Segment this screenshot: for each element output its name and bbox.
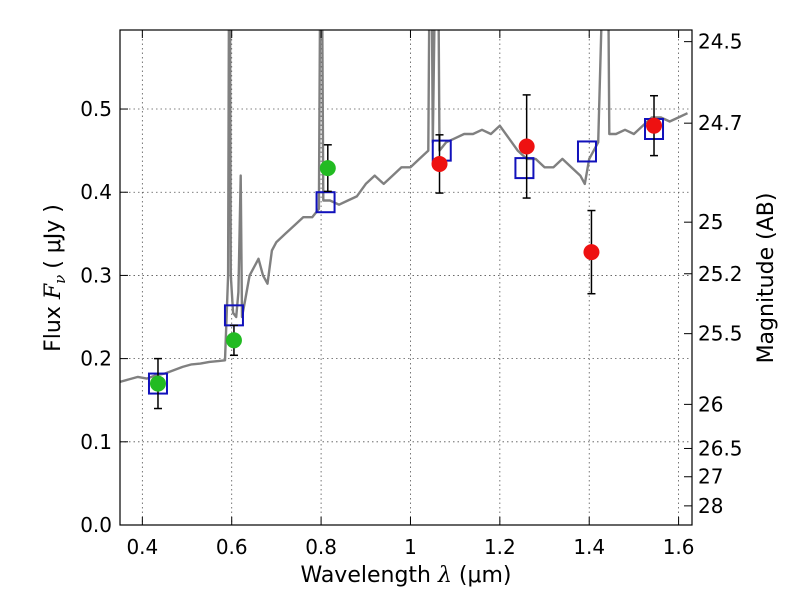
right-tick-label: 26.5 [698,436,743,460]
y-tick-label: 0.1 [80,430,112,454]
red-data-point [646,117,663,134]
y-tick-label: 0.3 [80,263,112,287]
right-tick-label: 24.5 [698,30,743,54]
y-tick-label: 0.4 [80,180,112,204]
x-tick-label: 1.6 [663,535,695,559]
x-tick-label: 1.4 [573,535,605,559]
y-axis-label: Flux Fν( μJy ) [41,204,69,352]
red-data-point [583,244,600,261]
y-tick-label: 0.0 [80,513,112,537]
model-spectrum-line [120,30,689,384]
right-tick-label: 27 [698,465,723,489]
x-tick-label: 0.6 [216,535,248,559]
grid [120,30,692,526]
markers-layer [147,94,665,410]
red-data-point [431,155,448,172]
y-tick-label: 0.2 [80,347,112,371]
spectrum-layer [120,30,689,384]
right-tick-label: 25.2 [698,262,743,286]
green-data-point [319,160,336,177]
green-data-point [225,332,242,349]
model-band-square [514,157,535,180]
y-tick-label: 0.5 [80,97,112,121]
right-tick-label: 26 [698,392,723,416]
x-tick-label: 1 [404,535,417,559]
right-tick-label: 25.5 [698,322,743,346]
right-tick-label: 24.7 [698,111,743,135]
right-axis-label: Magnitude (AB) [754,193,779,364]
x-axis-label: Wavelength λ (μm) [300,563,511,588]
plot-frame [119,29,693,526]
green-data-point [149,375,166,392]
red-data-point [518,138,535,155]
x-tick-label: 1.2 [484,535,516,559]
x-tick-label: 0.4 [126,535,158,559]
right-tick-label: 28 [698,494,723,518]
right-tick-label: 25 [698,210,723,234]
x-tick-label: 0.8 [305,535,337,559]
ticks-layer: 0.4 0.6 0.8 1 1.2 1.4 1.6 0.0 0.1 0.2 0.3 0.4 0.5 24.… [80,30,742,559]
model-band-square [315,191,336,214]
model-band-square [576,140,597,163]
